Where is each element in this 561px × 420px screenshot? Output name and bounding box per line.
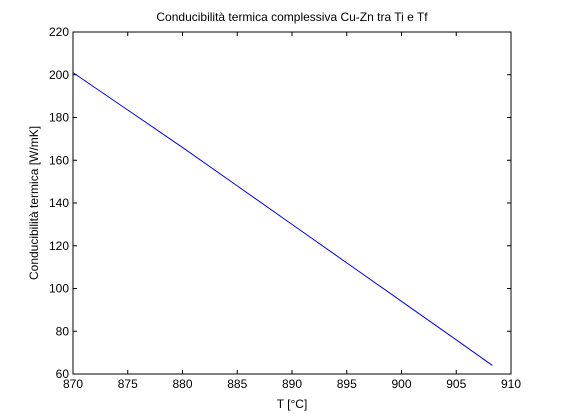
y-axis: 60 80 100 120 140 160 180 200 220	[49, 25, 511, 381]
y-tick-label: 140	[49, 196, 69, 210]
x-tick-label: 880	[172, 377, 192, 391]
y-tick-label: 80	[56, 324, 70, 338]
x-tick-label: 910	[501, 377, 521, 391]
y-tick-label: 180	[49, 111, 69, 125]
plot-frame	[72, 31, 512, 375]
x-tick-label: 870	[63, 377, 83, 391]
x-tick-label: 890	[282, 377, 302, 391]
series-line	[72, 72, 493, 366]
y-tick-label: 200	[49, 68, 69, 82]
y-tick-label: 220	[49, 25, 69, 39]
x-tick-label: 885	[227, 377, 247, 391]
x-tick-label: 905	[446, 377, 466, 391]
x-tick-label: 895	[337, 377, 357, 391]
y-tick-label: 100	[49, 282, 69, 296]
x-tick-label: 900	[391, 377, 411, 391]
y-tick-label: 160	[49, 153, 69, 167]
y-axis-label: Conducibilità termica [W/mK]	[27, 126, 41, 280]
y-tick-label: 60	[56, 367, 70, 381]
x-axis: 870 875 880 885 890 895 900 905 910	[63, 32, 521, 391]
x-axis-label: T [°C]	[277, 397, 308, 411]
x-tick-label: 875	[118, 377, 138, 391]
y-tick-label: 120	[49, 239, 69, 253]
chart-title: Conducibilità termica complessiva Cu-Zn …	[156, 10, 428, 24]
